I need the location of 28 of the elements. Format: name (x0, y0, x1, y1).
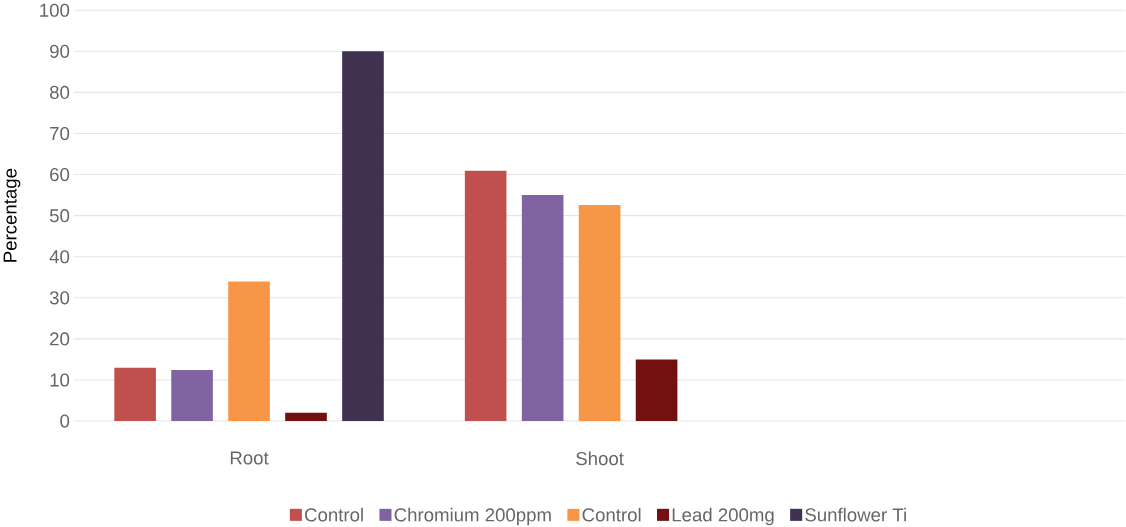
y-tick-label: 30 (49, 291, 70, 305)
bar (521, 194, 564, 421)
bar (171, 369, 213, 421)
bar (228, 281, 270, 421)
y-tick-label: 70 (50, 126, 70, 140)
y-tick-label: 60 (50, 167, 70, 181)
y-tick-label: 90 (50, 44, 70, 58)
bar (635, 359, 678, 421)
x-tick-label: Shoot (576, 451, 624, 466)
legend-label: Chromium 200ppm (394, 507, 551, 526)
y-tick-label: 0 (60, 414, 70, 428)
y-tick-label: 100 (40, 3, 70, 17)
x-tick-label: Root (230, 451, 269, 465)
bar (114, 367, 156, 421)
y-tick-label: 50 (49, 208, 70, 223)
y-axis-title: Percentage (3, 168, 21, 262)
bar (578, 204, 621, 421)
y-tick-label: 20 (50, 332, 70, 346)
legend-label: Control (582, 507, 641, 522)
bar (342, 51, 384, 421)
legend-label: Control (305, 507, 363, 522)
bar (285, 412, 327, 421)
y-tick-label: 80 (49, 85, 70, 99)
y-tick-label: 40 (49, 249, 70, 264)
legend-label: Sunflower Ti (805, 507, 906, 522)
legend-label: Lead 200mg (672, 507, 774, 526)
y-tick-label: 10 (50, 373, 70, 387)
bar (464, 170, 507, 421)
